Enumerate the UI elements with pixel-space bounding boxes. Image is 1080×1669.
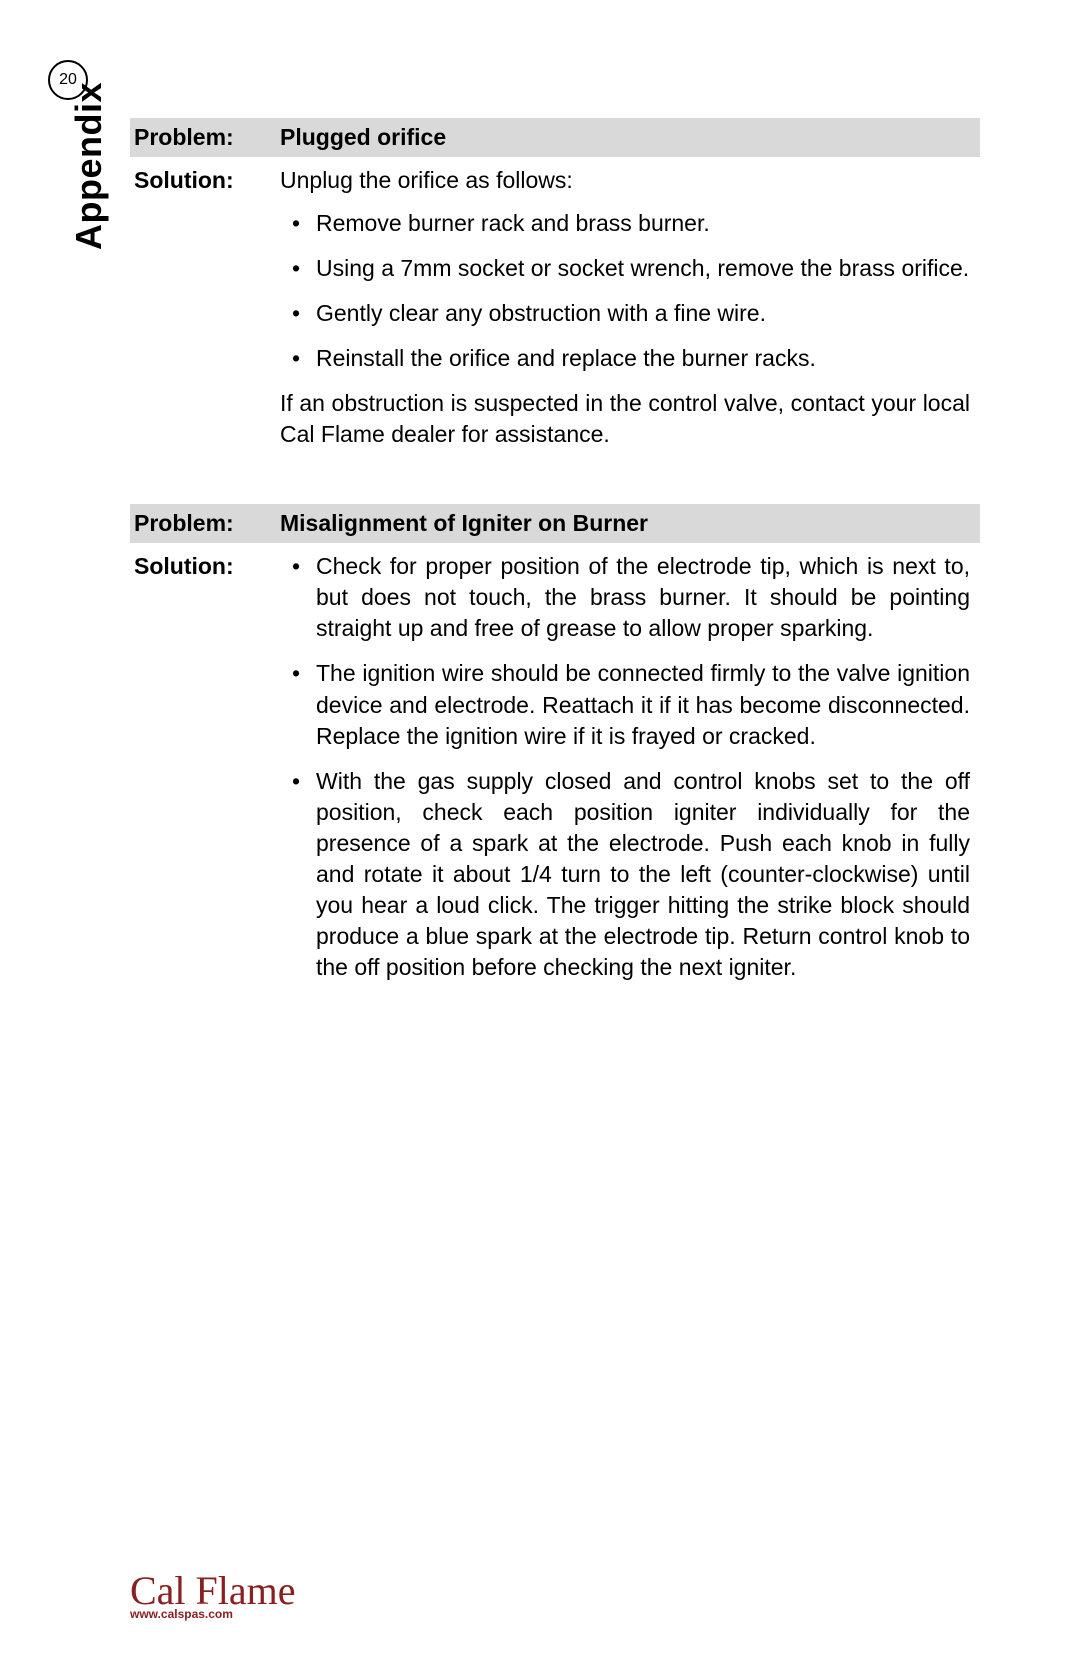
list-item: With the gas supply closed and control k… [280,766,970,983]
list-item: Using a 7mm socket or socket wrench, rem… [280,253,970,284]
solution-intro: Unplug the orifice as follows: [280,165,970,196]
brand-logo: Cal Flame [130,1573,296,1609]
bullet-list-1: Remove burner rack and brass burner. Usi… [280,208,970,374]
solution-label: Solution: [130,551,280,997]
bullet-list-2: Check for proper position of the electro… [280,551,970,983]
page: 20 Appendix Problem: Plugged orifice Sol… [0,0,1080,1669]
list-item: Reinstall the orifice and replace the bu… [280,343,970,374]
solution-note: If an obstruction is suspected in the co… [280,388,970,450]
section-gap [130,476,980,504]
problem-title-2: Misalignment of Igniter on Burner [280,510,970,537]
section-side-label: Appendix [68,82,110,250]
problem-row-2: Problem: Misalignment of Igniter on Burn… [130,504,980,543]
list-item: Gently clear any obstruction with a fine… [280,298,970,329]
solution-body-1: Unplug the orifice as follows: Remove bu… [280,165,970,468]
list-item: The ignition wire should be connected fi… [280,658,970,751]
list-item: Remove burner rack and brass burner. [280,208,970,239]
problem-label: Problem: [130,510,280,537]
list-item: Check for proper position of the electro… [280,551,970,644]
problem-title-1: Plugged orifice [280,124,970,151]
solution-block-2: Solution: Check for proper position of t… [130,543,980,1005]
content-area: Problem: Plugged orifice Solution: Unplu… [130,118,980,1005]
solution-label: Solution: [130,165,280,468]
footer: Cal Flame www.calspas.com [130,1573,296,1621]
solution-block-1: Solution: Unplug the orifice as follows:… [130,157,980,476]
solution-body-2: Check for proper position of the electro… [280,551,970,997]
problem-row-1: Problem: Plugged orifice [130,118,980,157]
problem-label: Problem: [130,124,280,151]
